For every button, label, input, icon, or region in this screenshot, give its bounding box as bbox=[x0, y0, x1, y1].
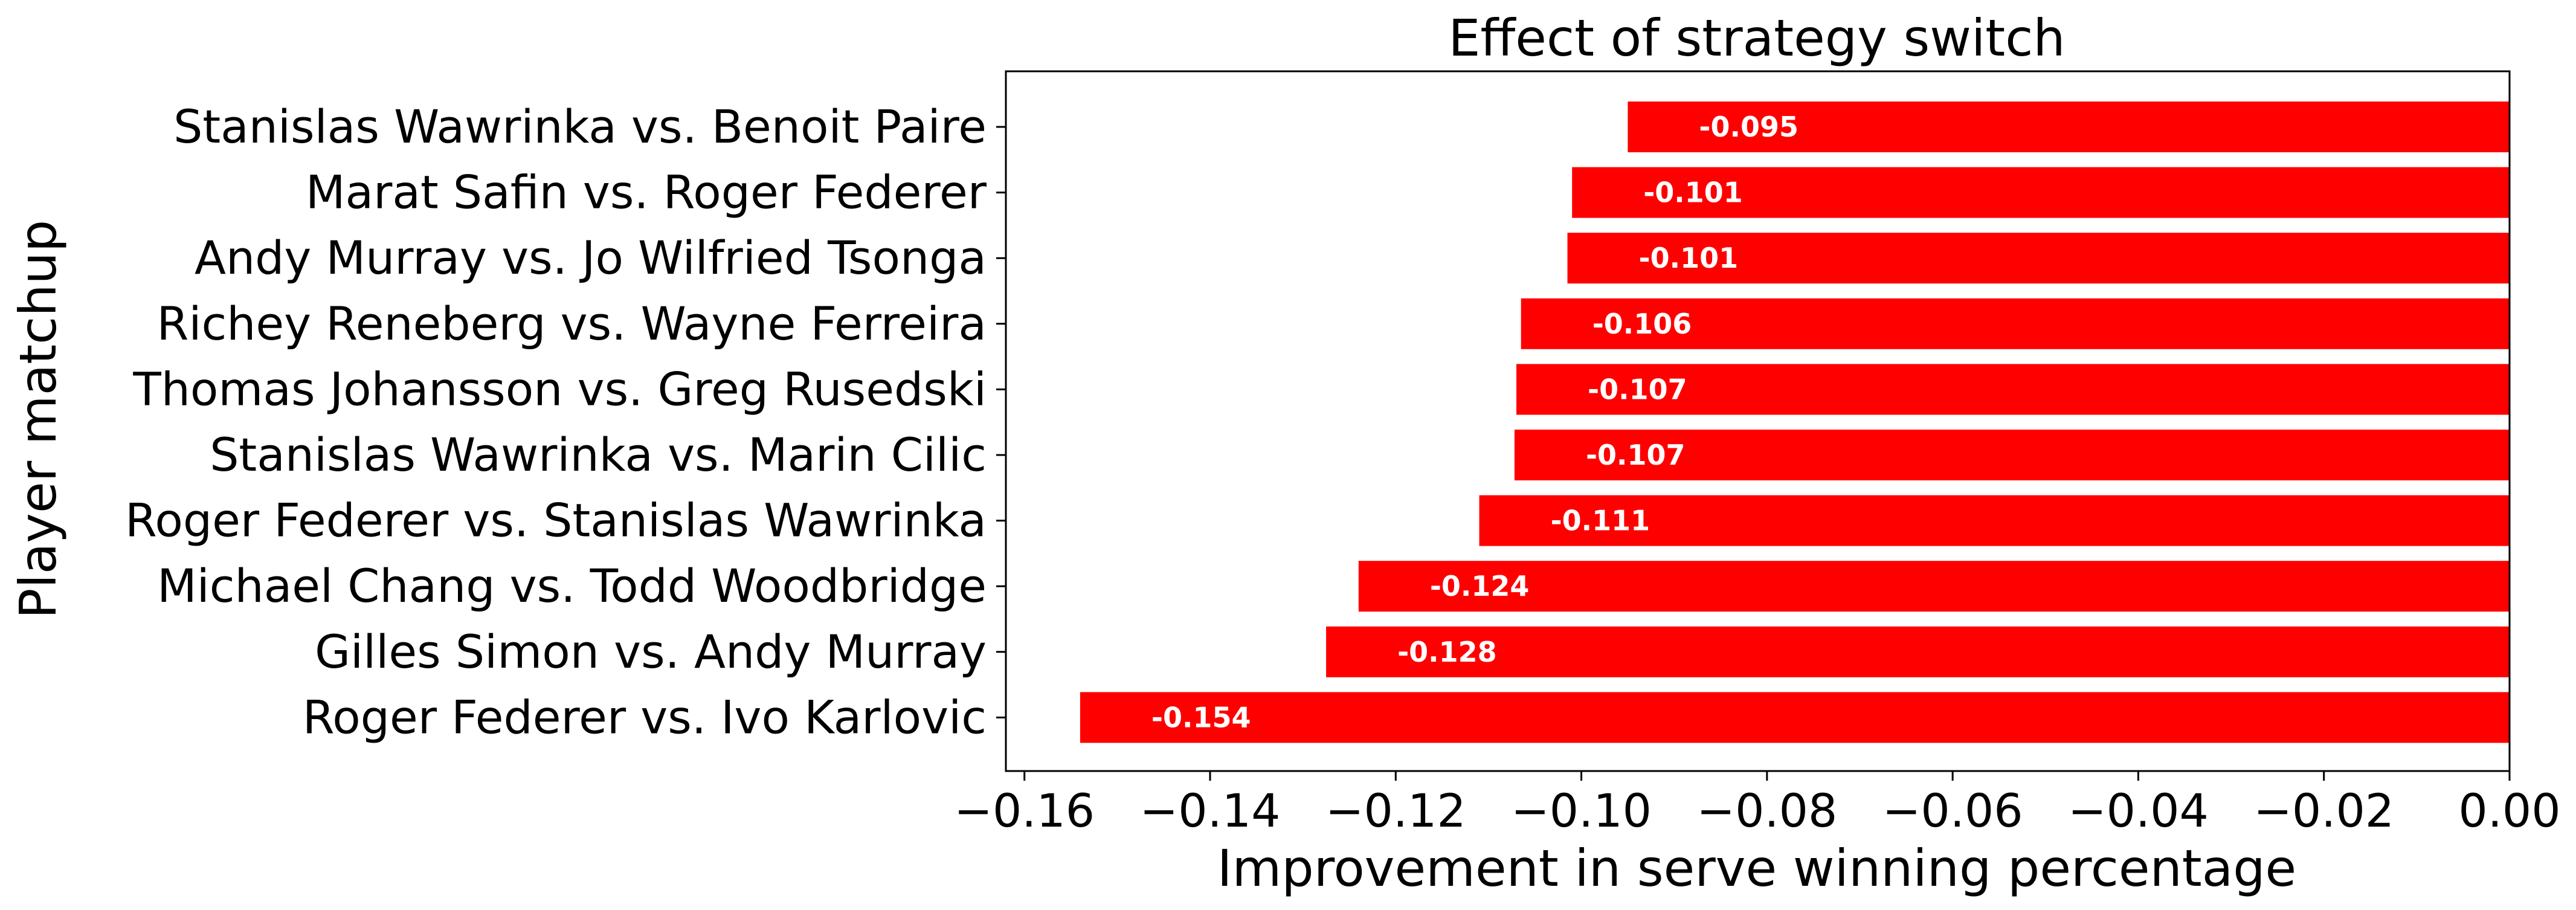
bar bbox=[1358, 561, 2510, 612]
bar-value-label: -0.154 bbox=[1151, 701, 1251, 734]
bar-value-label: -0.124 bbox=[1430, 570, 1530, 602]
bar bbox=[1521, 298, 2510, 349]
bar-value-label: -0.101 bbox=[1639, 242, 1739, 274]
x-axis-label: Improvement in serve winning percentage bbox=[1217, 839, 2296, 898]
x-tick-label: −0.02 bbox=[2253, 784, 2394, 837]
category-label: Andy Murray vs. Jo Wilfried Tsonga bbox=[195, 231, 987, 285]
bar bbox=[1080, 692, 2510, 743]
x-tick-label: −0.06 bbox=[1882, 784, 2023, 837]
chart-title: Effect of strategy switch bbox=[1448, 8, 2065, 68]
bar bbox=[1514, 430, 2510, 480]
bar bbox=[1572, 167, 2510, 218]
category-label: Roger Federer vs. Ivo Karlovic bbox=[303, 690, 987, 744]
x-tick-label: 0.00 bbox=[2458, 784, 2560, 837]
bar-value-label: -0.111 bbox=[1551, 505, 1650, 537]
category-label: Stanislas Wawrinka vs. Benoit Paire bbox=[173, 100, 987, 153]
bar-value-label: -0.101 bbox=[1643, 176, 1743, 209]
bar bbox=[1479, 495, 2510, 546]
bar-value-label: -0.128 bbox=[1397, 636, 1497, 668]
x-tick-label: −0.08 bbox=[1696, 784, 1837, 837]
category-label: Gilles Simon vs. Andy Murray bbox=[315, 625, 987, 679]
x-tick-label: −0.14 bbox=[1140, 784, 1281, 837]
bar bbox=[1326, 626, 2510, 677]
x-tick-label: −0.04 bbox=[2068, 784, 2209, 837]
category-label: Roger Federer vs. Stanislas Wawrinka bbox=[125, 494, 987, 547]
bar bbox=[1516, 364, 2510, 415]
x-ticks-group: −0.16 −0.14 −0.12 −0.10 −0.08 −0.06 −0.04 −0.02… bbox=[954, 771, 2561, 837]
category-label: Marat Safin vs. Roger Federer bbox=[306, 166, 987, 219]
bar-value-label: -0.106 bbox=[1592, 308, 1692, 340]
bars-group: -0.095 -0.101 -0.101 -0.106 -0.107 -0.107 -0.1… bbox=[1080, 102, 2510, 743]
plot-area-frame bbox=[1005, 70, 2511, 772]
y-axis-label: Player matchup bbox=[8, 220, 68, 619]
category-label: Thomas Johansson vs. Greg Rusedski bbox=[132, 362, 987, 416]
category-label: Michael Chang vs. Todd Woodbridge bbox=[157, 559, 987, 613]
x-tick-label: −0.10 bbox=[1511, 784, 1652, 837]
category-label: Stanislas Wawrinka vs. Marin Cilic bbox=[210, 428, 987, 482]
bar bbox=[1628, 102, 2510, 152]
bar-value-label: -0.107 bbox=[1586, 439, 1686, 471]
category-label: Richey Reneberg vs. Wayne Ferreira bbox=[157, 297, 987, 350]
x-tick-label: −0.12 bbox=[1325, 784, 1466, 837]
bar-value-label: -0.107 bbox=[1588, 373, 1687, 405]
bar bbox=[1567, 233, 2510, 284]
bar-value-label: -0.095 bbox=[1699, 111, 1798, 143]
category-labels-group: Stanislas Wawrinka vs. Benoit Paire Marat… bbox=[125, 100, 1006, 744]
x-tick-label: −0.16 bbox=[954, 784, 1095, 837]
